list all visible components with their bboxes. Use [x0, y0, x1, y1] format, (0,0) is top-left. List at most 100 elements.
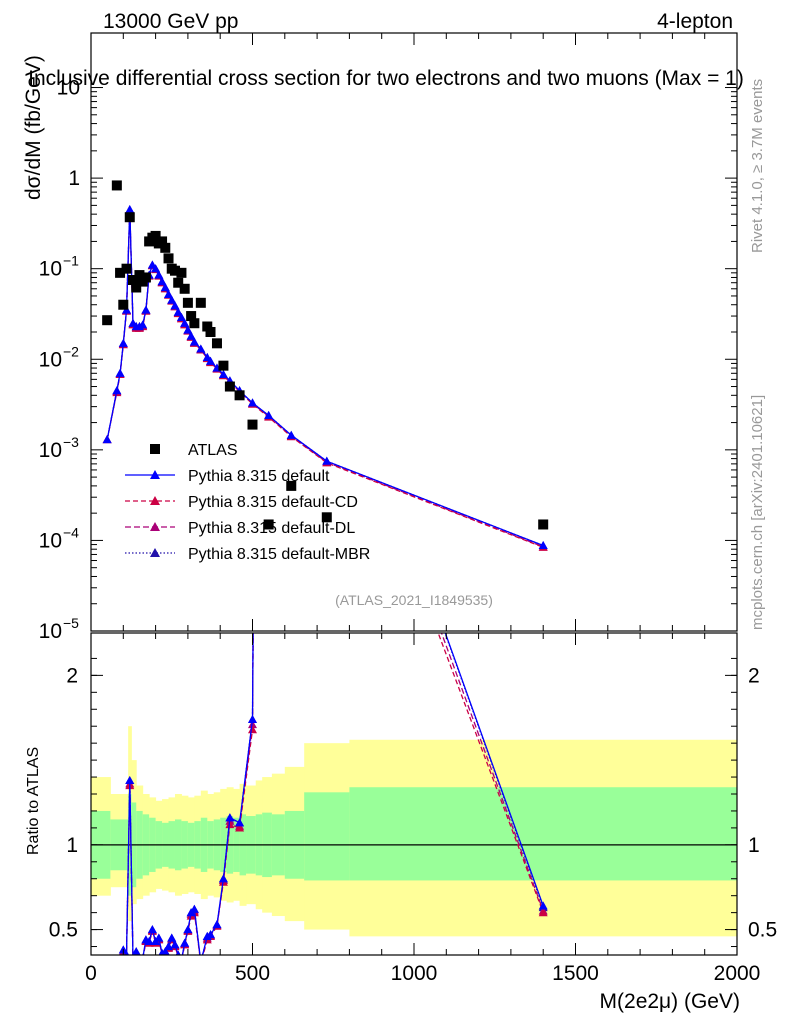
data-point [150, 230, 161, 241]
series-marker [180, 318, 190, 327]
data-point [127, 275, 138, 286]
data-point [182, 297, 193, 308]
data-point [538, 519, 549, 530]
ratio-marker [167, 933, 177, 942]
series-marker [157, 277, 167, 286]
ratio-marker [177, 956, 186, 964]
ratio-marker [218, 874, 228, 883]
ratio-axis-ticks: 0.5 0.5 1 1 2 2 0 500 1000 1500 2000 [49, 633, 777, 985]
data-point [234, 390, 245, 401]
data-point [286, 480, 297, 491]
series-marker [102, 435, 112, 444]
data-point [121, 263, 132, 274]
series-marker [164, 289, 174, 299]
series-marker [173, 307, 183, 316]
legend-marker [150, 522, 160, 531]
data-point [176, 267, 187, 278]
mcplots-label: mcplots.cern.ch [arXiv:2401.10621] [749, 395, 766, 630]
series-marker [186, 331, 196, 340]
series-marker [218, 369, 228, 379]
ratio-marker [124, 950, 130, 955]
y-tick-label: 1 [68, 167, 80, 190]
uncertainty-band [91, 726, 737, 937]
ratio-marker [144, 936, 154, 946]
y-tick-label: 10 [39, 620, 62, 643]
plot-title: Inclusive differential cross section for… [28, 67, 744, 90]
ratio-marker [538, 908, 548, 917]
data-point [163, 253, 174, 264]
ratio-marker [225, 813, 235, 822]
ratio-marker [154, 933, 164, 942]
series-marker [170, 301, 180, 310]
ratio-marker [142, 954, 143, 955]
series-marker [538, 540, 548, 550]
ratio-marker [177, 956, 186, 964]
x-tick-label: 1000 [391, 962, 438, 985]
data-point [211, 338, 222, 349]
data-point [224, 381, 235, 392]
legend-marker [150, 470, 160, 479]
series-marker [125, 205, 135, 214]
data-point [263, 519, 274, 530]
ratio-marker [147, 925, 157, 934]
data-point [134, 270, 145, 281]
series-marker [189, 337, 199, 346]
data-point [247, 419, 258, 430]
y-tick-exponent: −5 [63, 615, 79, 631]
legend-label: ATLAS [188, 442, 238, 459]
series-marker [176, 312, 186, 321]
series-marker [118, 338, 128, 347]
data-point [140, 272, 151, 283]
ratio-marker [177, 957, 186, 965]
series-marker [196, 344, 206, 353]
y-tick-exponent: −1 [63, 253, 79, 269]
ratio-panel: 0.5 0.5 1 1 2 2 0 500 1000 1500 2000 Ratio to ATLA… [25, 632, 777, 1013]
data-point [186, 311, 197, 322]
legend-label: Pythia 8.315 default [188, 468, 330, 485]
ratio-marker [180, 938, 190, 947]
ratio-marker [177, 956, 186, 964]
y-tick-label: 10 [57, 77, 80, 100]
legend-marker [150, 548, 160, 557]
x-tick-label: 1500 [552, 962, 599, 985]
ratio-marker [225, 820, 235, 829]
data-point [118, 299, 129, 310]
x-axis-label: M(2e2μ) (GeV) [600, 990, 740, 1013]
ratio-marker [538, 901, 548, 910]
series-marker [248, 398, 257, 407]
series-marker [151, 264, 161, 273]
legend-label: Pythia 8.315 default-CD [188, 494, 358, 511]
main-series-layer [102, 180, 549, 551]
series-marker [160, 282, 170, 292]
atlas-data [102, 180, 549, 530]
series-marker [206, 356, 216, 365]
y-tick-label: 10 [39, 439, 62, 462]
analysis-watermark: (ATLAS_2021_I1849535) [335, 592, 493, 608]
ratio-y-tick-label: 2 [66, 664, 78, 687]
ratio-y-tick-label: 1 [66, 834, 78, 857]
legend-marker [150, 444, 160, 454]
header-process: 4-lepton [657, 10, 733, 33]
data-point [195, 297, 206, 308]
ratio-y-tick-label-right: 2 [748, 664, 760, 687]
series-1 [102, 205, 548, 550]
x-tick-label: 2000 [714, 962, 761, 985]
series-marker [183, 325, 193, 334]
data-point [160, 242, 171, 253]
legend: ATLAS Pythia 8.315 default Pythia 8.315 de… [125, 442, 370, 563]
ratio-marker [206, 930, 216, 939]
data-point [157, 236, 168, 247]
ratio-marker [183, 925, 193, 934]
ratio-marker [196, 959, 205, 967]
ratio-marker [196, 957, 205, 965]
ratio-y-axis-label: Ratio to ATLAS [25, 747, 42, 855]
y-tick-exponent: −2 [63, 343, 79, 359]
ratio-marker [248, 714, 257, 724]
ratio-marker [196, 958, 205, 966]
ratio-marker [132, 954, 134, 955]
ratio-y-tick-label-right: 1 [748, 834, 760, 857]
ratio-y-tick-label-right: 0.5 [748, 919, 777, 942]
